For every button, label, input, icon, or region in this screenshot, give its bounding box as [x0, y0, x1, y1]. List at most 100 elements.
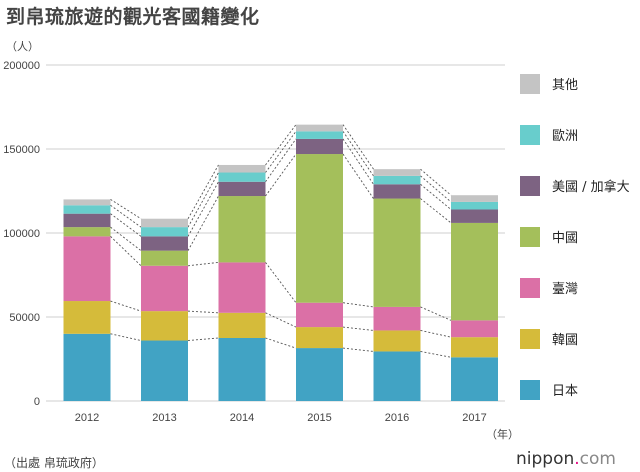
connector-line	[265, 312, 297, 328]
y-tick-label: 0	[34, 396, 40, 408]
bar-segment	[218, 338, 266, 401]
bar-segment	[451, 337, 498, 358]
bar-segment	[63, 333, 111, 401]
y-axis-unit: （人）	[6, 40, 39, 53]
bar-segment	[63, 213, 111, 228]
bar-segment	[218, 312, 266, 338]
connector-lines	[110, 124, 452, 358]
legend-label: 歐洲	[552, 129, 578, 144]
connector-line	[265, 131, 297, 173]
connector-line	[187, 195, 219, 251]
bar-segment	[296, 154, 343, 303]
bar-segment	[296, 138, 343, 155]
connector-line	[265, 153, 297, 197]
bar-segment	[63, 301, 111, 334]
x-tick-label: 2017	[462, 412, 486, 424]
legend-swatch	[520, 227, 540, 247]
legend-swatch	[520, 329, 540, 349]
connector-line	[265, 138, 297, 183]
connector-line	[110, 300, 142, 312]
connector-line	[187, 164, 219, 219]
connector-line	[420, 183, 452, 210]
connector-line	[420, 175, 452, 203]
bar-segment	[218, 164, 266, 173]
connector-line	[265, 124, 297, 166]
bar-segment	[296, 327, 343, 349]
bar-segment	[296, 131, 343, 139]
bar-segment	[373, 169, 421, 176]
x-tick-label: 2016	[385, 412, 409, 424]
bar-segment	[451, 357, 498, 401]
connector-line	[342, 124, 374, 170]
bar-segment	[451, 195, 498, 202]
x-tick-label: 2013	[152, 412, 176, 424]
brand-logo: nippon.com	[516, 449, 616, 469]
connector-line	[187, 310, 219, 314]
y-tick-label: 50000	[9, 312, 40, 324]
y-tick-labels: 0 50000 100000 150000 200000	[3, 60, 40, 408]
legend-label: 日本	[552, 384, 578, 399]
connector-line	[420, 306, 452, 321]
connector-line	[342, 138, 374, 185]
connector-line	[420, 198, 452, 224]
legend-swatch	[520, 176, 540, 196]
bar-segment	[218, 196, 266, 263]
legend-swatch	[520, 278, 540, 298]
connector-line	[110, 226, 142, 251]
bar-segment	[63, 227, 111, 237]
bar-segment	[373, 184, 421, 199]
bar-segment	[451, 201, 498, 210]
legend-swatch	[520, 380, 540, 400]
connector-line	[265, 337, 297, 349]
legend-label: 臺灣	[552, 282, 578, 297]
connector-line	[420, 350, 452, 358]
connector-line	[265, 262, 297, 303]
connector-line	[342, 302, 374, 308]
brand-dot: .	[574, 449, 580, 469]
connector-line	[420, 330, 452, 338]
connector-line	[342, 153, 374, 199]
bar-segment	[141, 236, 188, 251]
bar-segment	[141, 311, 188, 341]
bars	[63, 124, 498, 401]
bar-segment	[296, 348, 343, 401]
connector-line	[342, 347, 374, 352]
source-note: （出處 帛琉政府）	[4, 456, 104, 470]
bar-segment	[451, 320, 498, 338]
bar-segment	[373, 306, 421, 331]
x-tick-labels: 2012 2013 2014 2015 2016 2017	[75, 412, 487, 424]
bar-segment	[296, 124, 343, 132]
bar-segment	[451, 209, 498, 223]
x-tick-label: 2015	[307, 412, 331, 424]
grid-lines	[46, 64, 505, 402]
legend-swatch	[520, 125, 540, 145]
bar-segment	[451, 222, 498, 321]
bar-segment	[218, 172, 266, 182]
bar-segment	[141, 227, 188, 237]
bar-segment	[141, 218, 188, 228]
y-tick-label: 100000	[3, 228, 40, 240]
x-tick-label: 2014	[230, 412, 254, 424]
bar-segment	[141, 340, 188, 401]
bar-segment	[218, 262, 266, 313]
bar-segment	[63, 205, 111, 214]
legend-label: 中國	[552, 231, 578, 246]
bar-segment	[141, 250, 188, 266]
legend-label: 其他	[552, 78, 578, 93]
connector-line	[187, 172, 219, 228]
bar-segment	[218, 181, 266, 197]
connector-line	[187, 337, 219, 341]
connector-line	[420, 168, 452, 196]
connector-line	[187, 181, 219, 237]
legend-swatch	[520, 74, 540, 94]
bar-segment	[373, 175, 421, 185]
y-tick-label: 200000	[3, 60, 40, 72]
brand-prefix: nippon	[516, 449, 575, 469]
bar-segment	[373, 198, 421, 307]
bar-segment	[63, 236, 111, 302]
connector-line	[187, 261, 219, 267]
bar-segment	[373, 330, 421, 352]
x-tick-label: 2012	[75, 412, 99, 424]
